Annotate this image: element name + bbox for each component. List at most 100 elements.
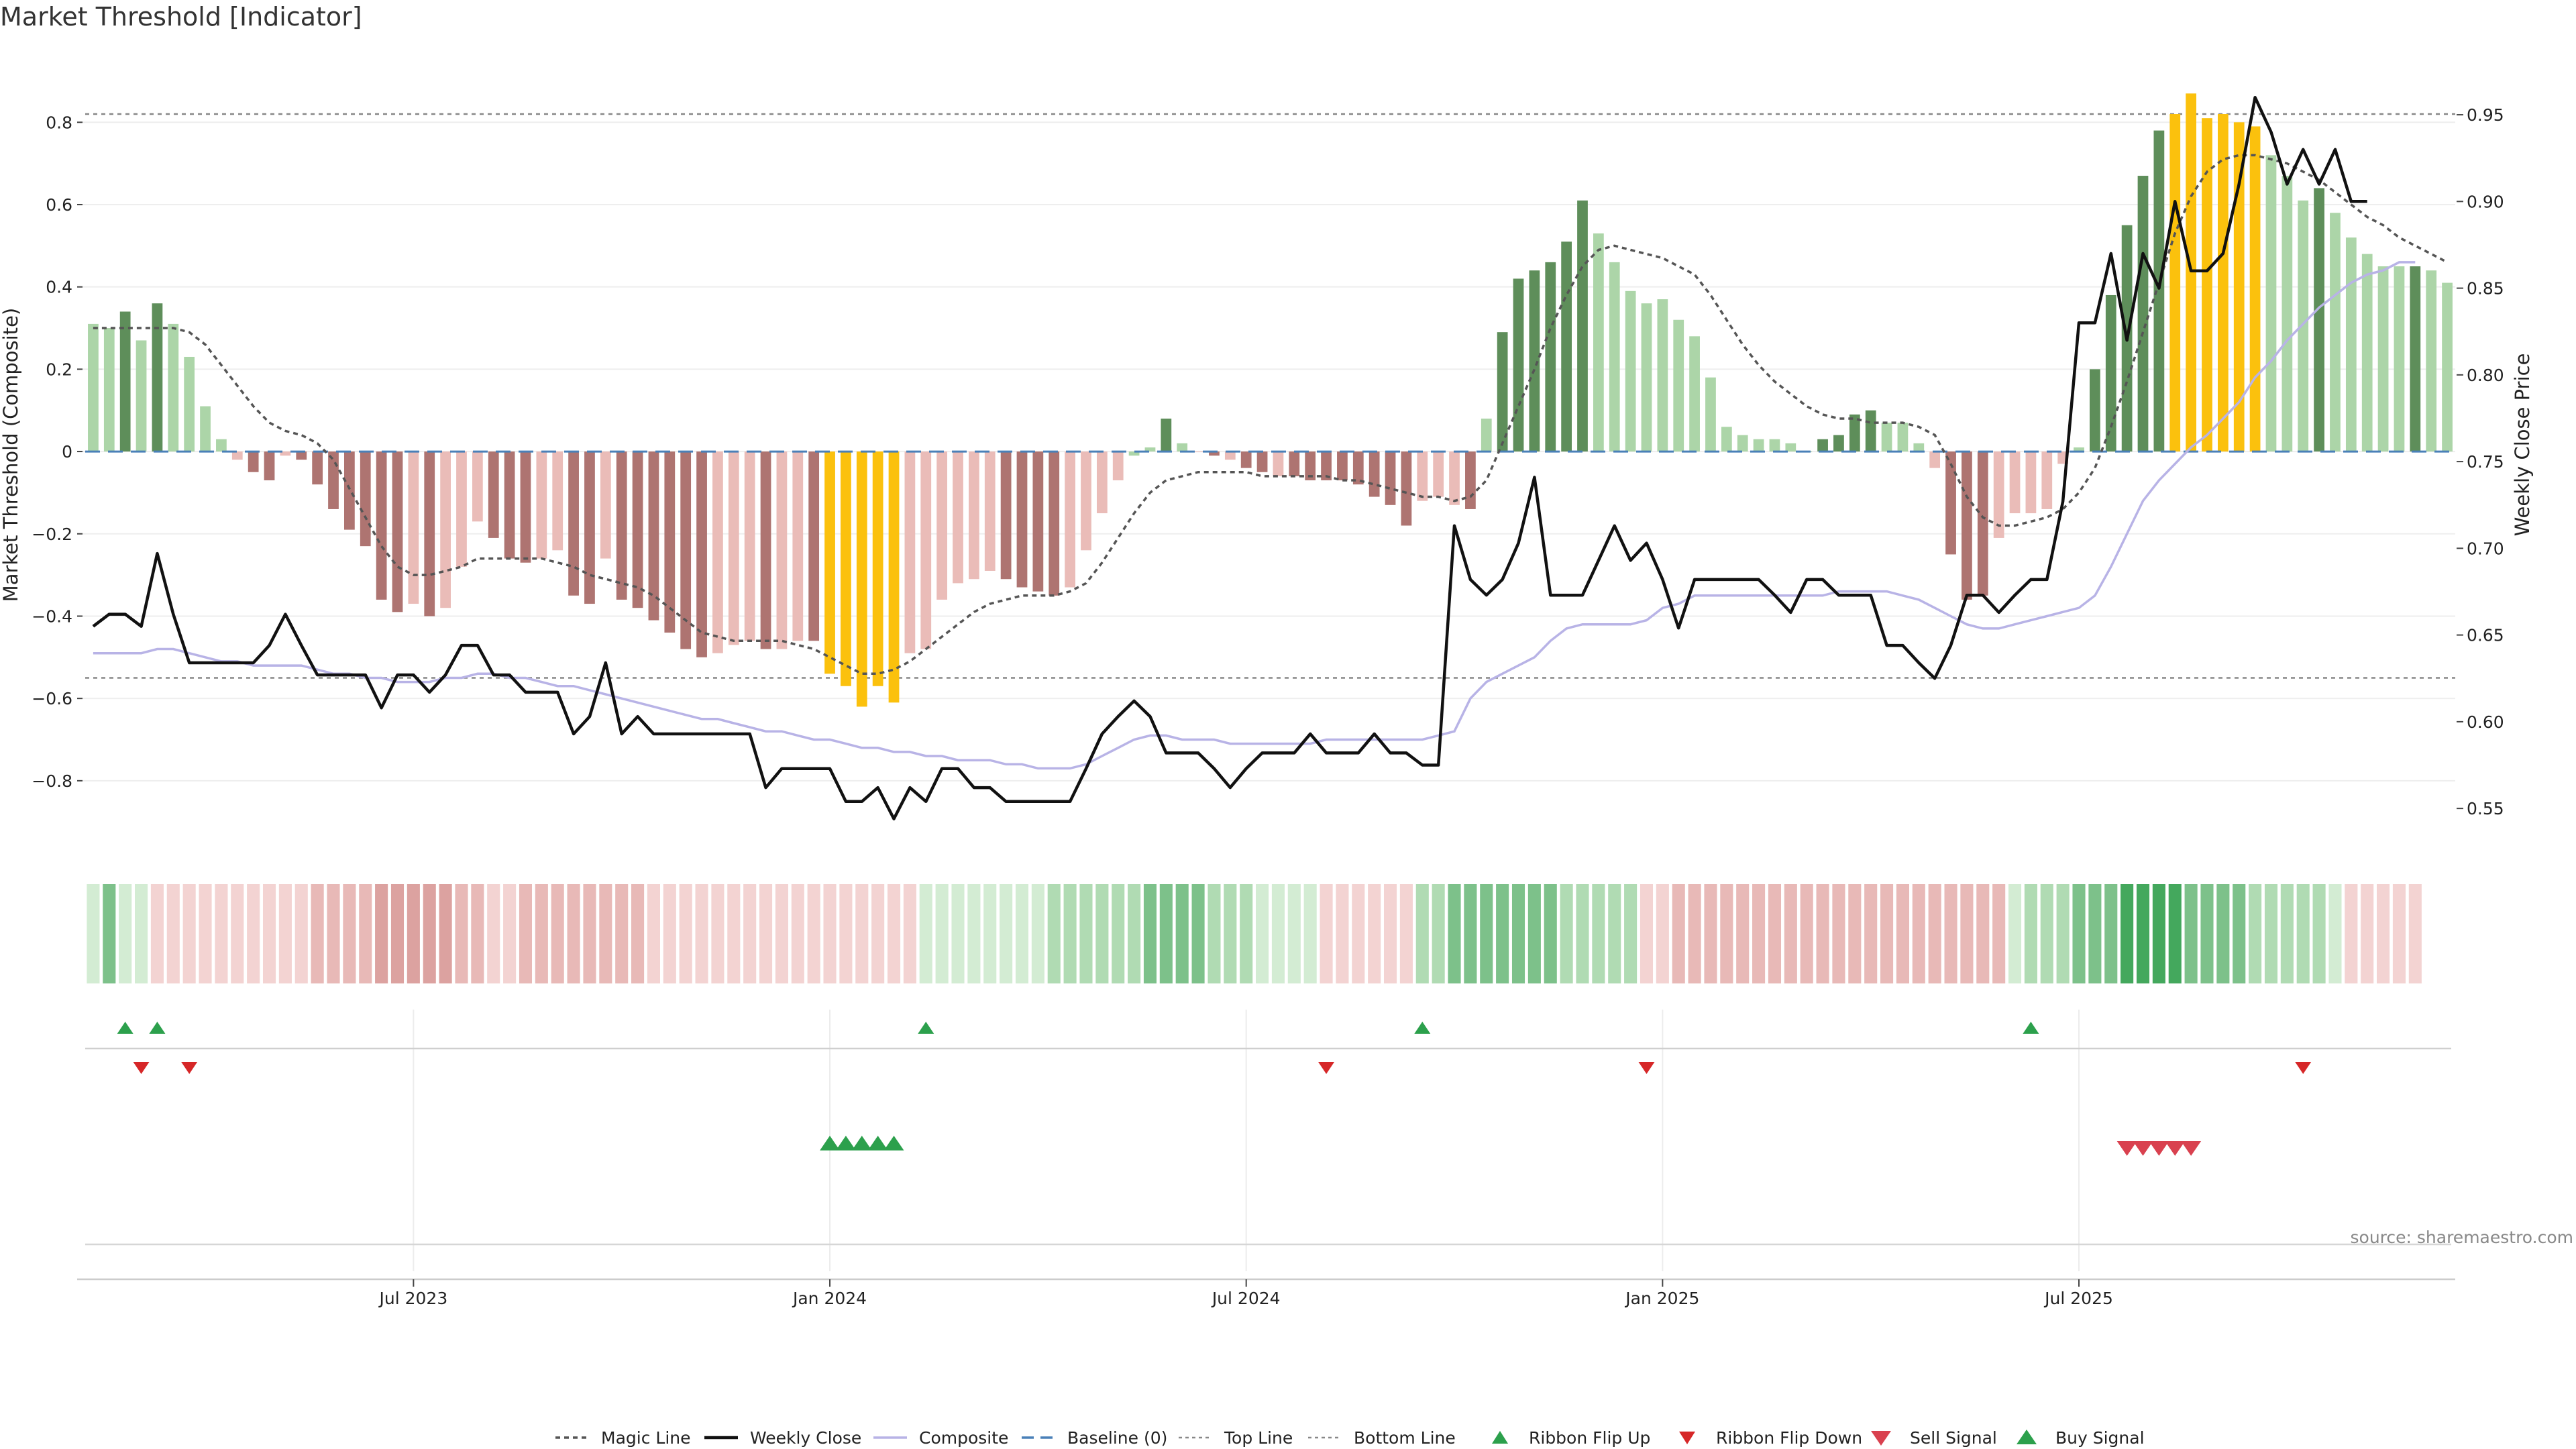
sell-signal-marker	[2181, 1141, 2202, 1156]
ribbon-cell	[1208, 884, 1221, 983]
ribbon-cell	[1031, 884, 1044, 983]
axes: 0.8 0.6 0.4 0.2 0 −0.2 −0.4 −0.6 −0.8 0.95 0.90 0.8…	[32, 105, 2504, 818]
sell-signal-marker	[2165, 1141, 2186, 1156]
composite-bar	[1929, 451, 1941, 468]
ribbon-cell	[1143, 884, 1157, 983]
composite-bar	[1737, 435, 1748, 452]
x-tick-label: Jul 2024	[1211, 1289, 1281, 1308]
series-lines	[85, 95, 2455, 820]
threshold-lines	[85, 113, 2455, 679]
legend-label: Weekly Close	[750, 1428, 861, 1448]
ribbon-cell	[2184, 884, 2198, 983]
legend-label: Ribbon Flip Up	[1529, 1428, 1650, 1448]
ribbon-cell	[935, 884, 949, 983]
composite-bar	[328, 451, 339, 509]
ribbon-cell	[759, 884, 773, 983]
composite-bar	[2361, 254, 2373, 452]
ribbon-cell	[1560, 884, 1573, 983]
legend-item-top: Top Line	[1179, 1428, 1293, 1448]
ribbon-cell	[775, 884, 788, 983]
sell-signal-marker	[2133, 1141, 2153, 1156]
ribbon-cell	[1816, 884, 1829, 983]
weekly-close-line	[92, 95, 2367, 820]
composite-bar	[1673, 319, 1684, 452]
composite-bar	[2377, 266, 2389, 452]
composite-bar	[88, 323, 99, 452]
x-tick-label: Jul 2025	[2043, 1289, 2113, 1308]
composite-bar	[1289, 451, 1300, 476]
signal-markers	[85, 1136, 2451, 1246]
composite-bar	[2186, 93, 2196, 452]
ribbon-cell	[711, 884, 724, 983]
composite-bar	[280, 451, 291, 456]
composite-bar	[1161, 418, 1172, 452]
ribbon-cell	[1015, 884, 1029, 983]
ribbon-cell	[647, 884, 660, 983]
ribbon-cell	[2056, 884, 2070, 983]
composite-bar	[1945, 451, 1956, 555]
composite-bar	[1561, 241, 1572, 452]
composite-bar	[488, 451, 499, 538]
ribbon-flip-up-marker	[1414, 1022, 1431, 1034]
composite-bar	[1401, 451, 1412, 526]
composite-bar	[2249, 126, 2261, 452]
x-tick-label: Jan 2025	[1624, 1289, 1699, 1308]
legend-swatch	[1871, 1431, 1891, 1446]
y-tick-label: 0.8	[46, 113, 72, 132]
ribbon-cell	[262, 884, 276, 983]
composite-bars	[88, 93, 2453, 707]
ribbon-cell	[1928, 884, 1941, 983]
ribbon-cell	[1960, 884, 1974, 983]
ribbon-cell	[2152, 884, 2165, 983]
composite-bar	[648, 451, 659, 621]
ribbon-cell	[1912, 884, 1925, 983]
ribbon-cell	[2312, 884, 2326, 983]
ribbon-cell	[1832, 884, 1845, 983]
ribbon-cell	[615, 884, 629, 983]
ribbon-cell	[1720, 884, 1733, 983]
composite-bar	[2265, 155, 2277, 452]
ribbon-cell	[2392, 884, 2406, 983]
ribbon-cell	[519, 884, 533, 983]
composite-bar	[680, 451, 692, 649]
y2-axis-title: Weekly Close Price	[2511, 354, 2534, 537]
ribbon-cell	[535, 884, 548, 983]
ribbon-cell	[2008, 884, 2022, 983]
ribbon-cell	[839, 884, 853, 983]
composite-bar	[2233, 122, 2245, 452]
ribbon-flip-down-marker	[1318, 1062, 1335, 1074]
legend-item-flipup: Ribbon Flip Up	[1492, 1428, 1650, 1448]
composite-bar	[312, 451, 323, 485]
legend-swatch	[1679, 1432, 1695, 1444]
ribbon-cell	[2361, 884, 2374, 983]
composite-bar	[2202, 118, 2212, 452]
composite-bar	[2314, 188, 2324, 452]
ribbon-flip-down-marker	[2295, 1062, 2312, 1074]
ribbon-cell	[1880, 884, 1894, 983]
composite-bar	[1352, 451, 1364, 485]
ribbon-cell	[103, 884, 116, 983]
composite-bar	[936, 451, 948, 600]
ribbon-cell	[1383, 884, 1397, 983]
ribbon-cell	[471, 884, 484, 983]
composite-bar	[472, 451, 483, 522]
composite-bar	[568, 451, 579, 596]
ribbon-cell	[423, 884, 436, 983]
legend: Magic Line Weekly Close Composite Baseline …	[555, 1428, 2145, 1448]
composite-bar	[1833, 435, 1844, 452]
composite-bar	[1305, 451, 1316, 481]
composite-bar	[1256, 451, 1268, 472]
ribbon-cell	[2280, 884, 2294, 983]
legend-item-baseline: Baseline (0)	[1022, 1428, 1167, 1448]
ribbon-cell	[695, 884, 708, 983]
ribbon-cell	[583, 884, 596, 983]
source-credit: source: sharemaestro.com	[2351, 1228, 2574, 1247]
ribbon-cell	[1784, 884, 1797, 983]
ribbon-cell	[2200, 884, 2214, 983]
composite-bar	[1897, 423, 1909, 452]
ribbon-cell	[1576, 884, 1589, 983]
ribbon-cell	[278, 884, 292, 983]
composite-bar	[728, 451, 739, 645]
ribbon-cell	[2377, 884, 2390, 983]
